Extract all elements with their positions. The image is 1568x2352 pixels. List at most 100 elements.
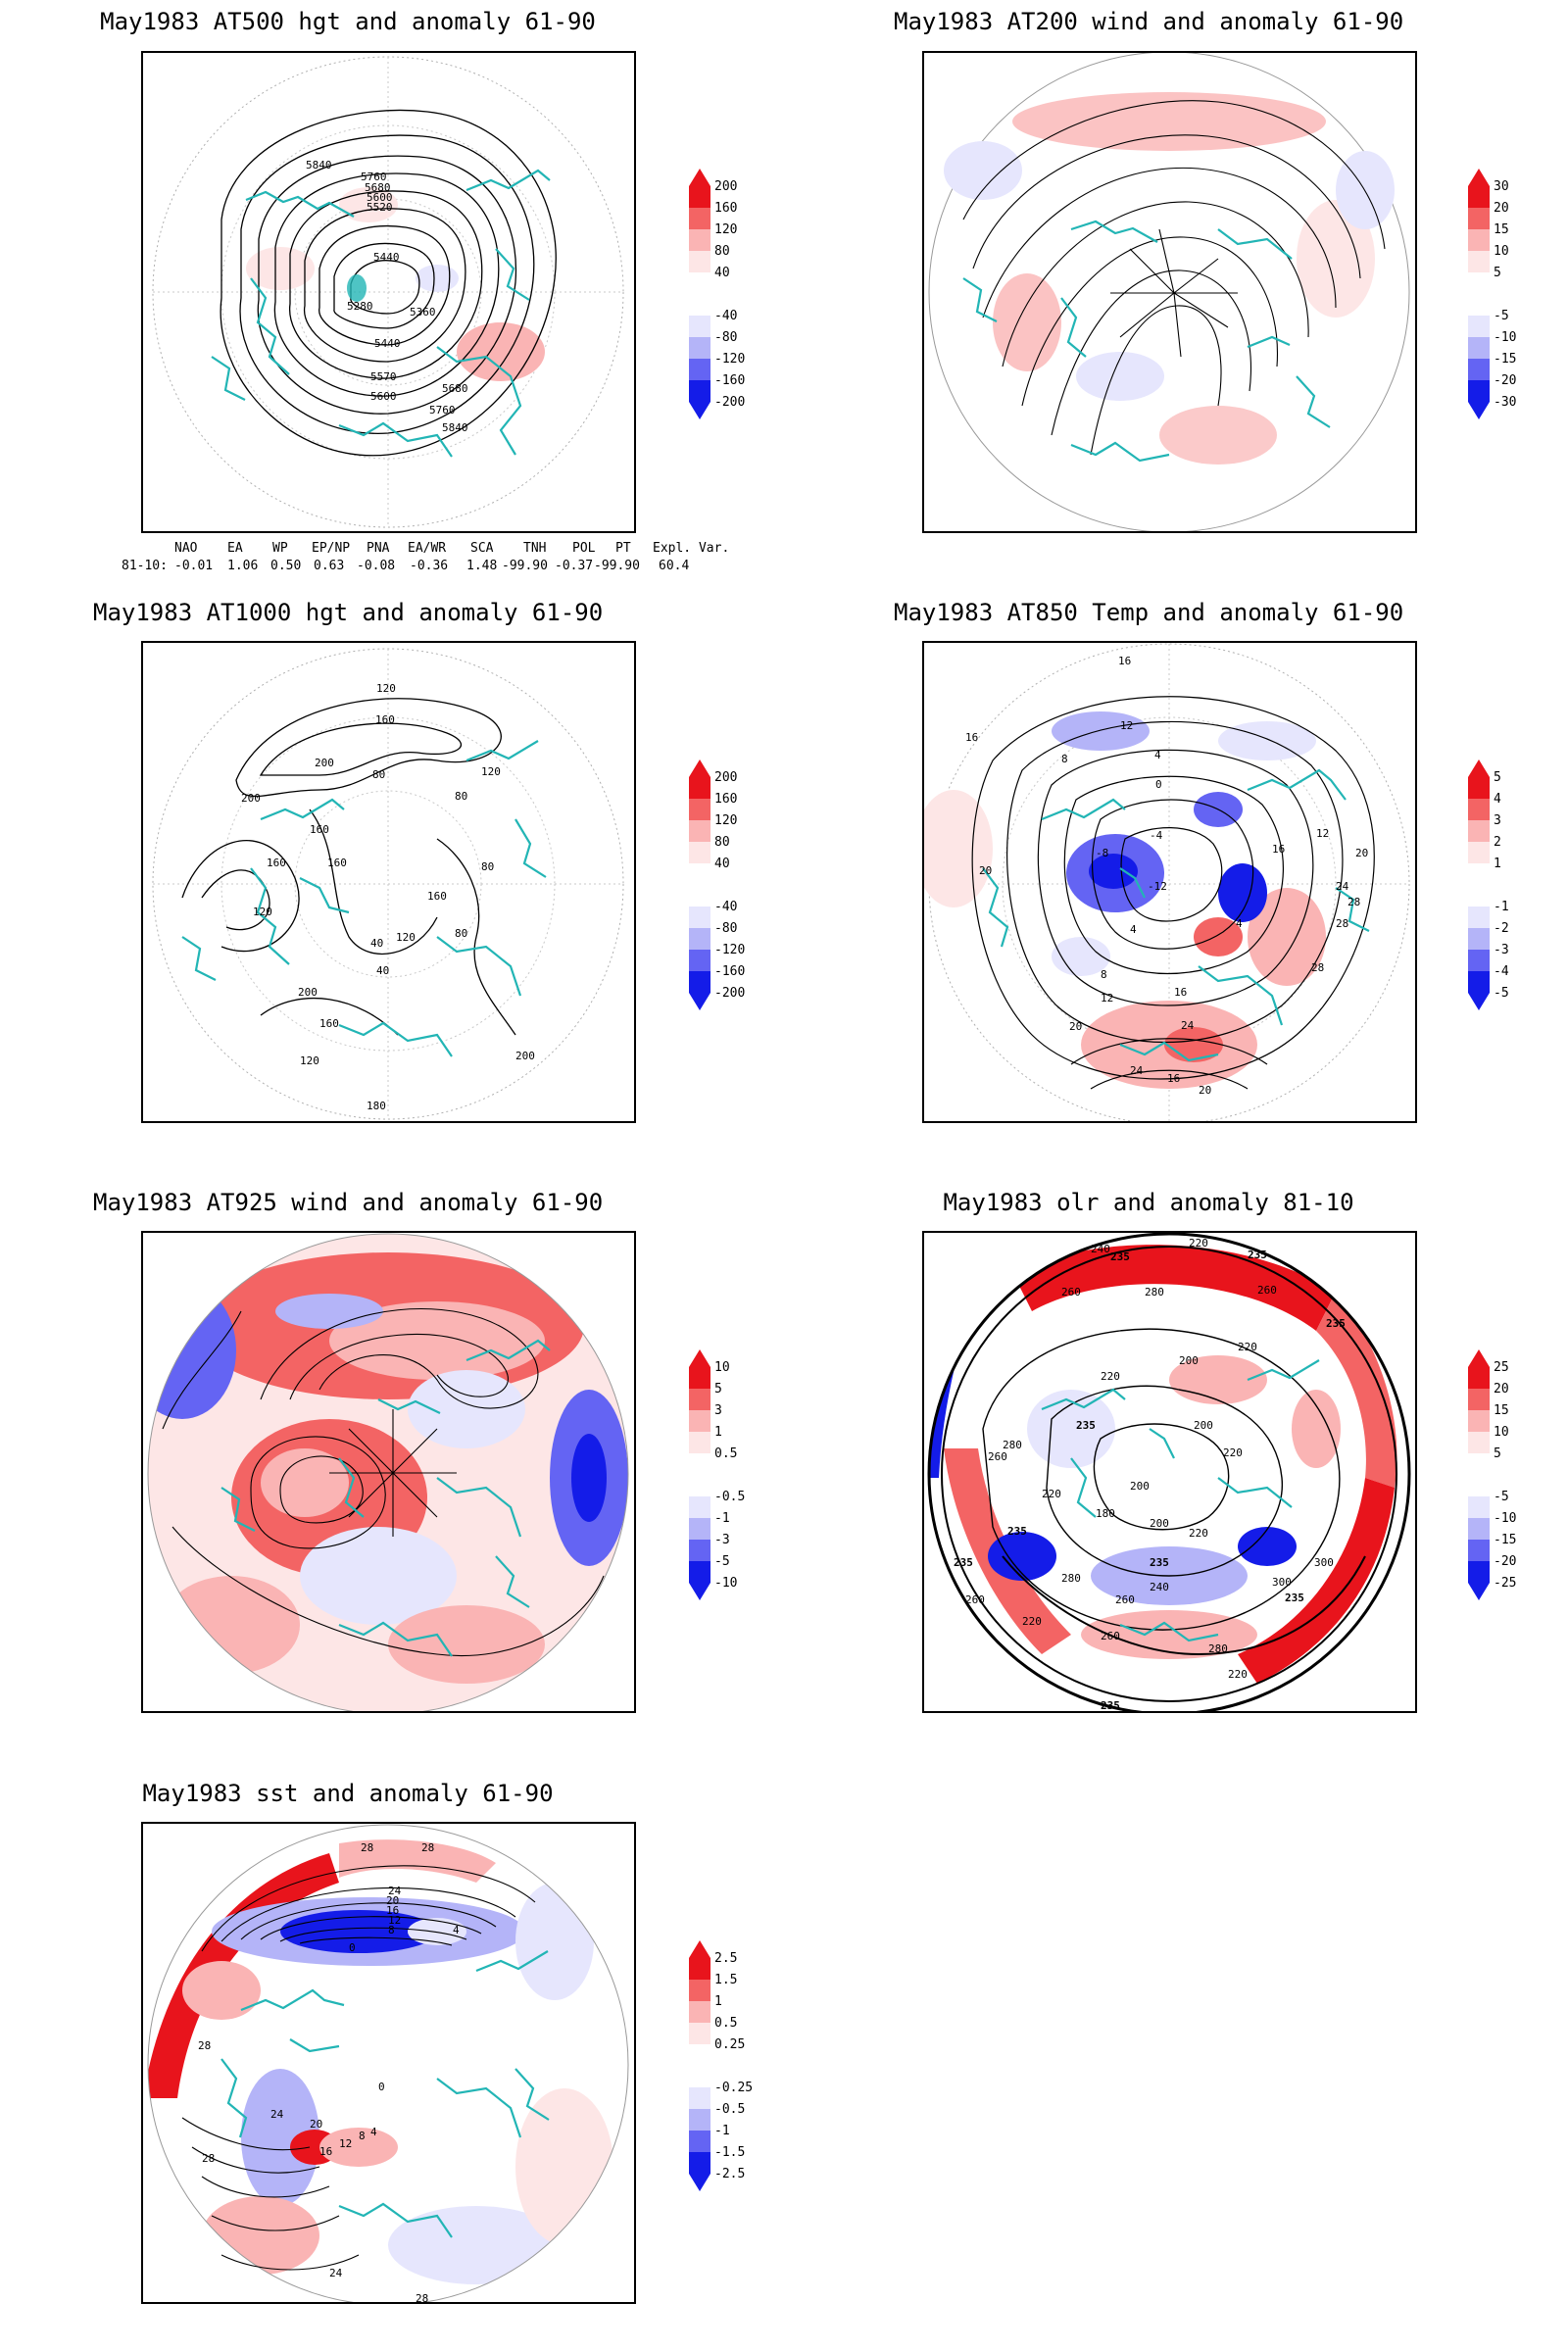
svg-text:20: 20 <box>1494 201 1509 216</box>
svg-text:-10: -10 <box>1494 1511 1516 1526</box>
svg-text:-15: -15 <box>1494 1533 1516 1547</box>
svg-text:220: 220 <box>1189 1527 1208 1540</box>
colorbar-panel-4: 5 4 3 2 1 -1 -2 -3 -4 -5 <box>1468 760 1509 1010</box>
svg-text:5: 5 <box>714 1382 722 1396</box>
svg-text:16: 16 <box>386 1904 399 1917</box>
svg-text:235: 235 <box>1326 1317 1346 1330</box>
svg-text:16: 16 <box>1118 655 1131 667</box>
polar-map-sst: 28 28 24 20 16 12 8 4 0 28 24 20 16 12 8… <box>147 1824 629 2304</box>
svg-text:235: 235 <box>1285 1592 1304 1604</box>
panel-2-title: May1983 AT200 wind and anomaly 61-90 <box>894 8 1404 35</box>
svg-text:220: 220 <box>1228 1668 1248 1681</box>
colorbar-panel-3: 200 160 120 80 40 -40 -80 -120 -160 -200 <box>689 760 745 1010</box>
svg-text:16: 16 <box>1167 1072 1180 1085</box>
map-panel-1: 5840 5760 5680 5600 5520 5440 5360 5280 … <box>141 51 636 533</box>
svg-text:-30: -30 <box>1494 395 1516 410</box>
svg-text:12: 12 <box>339 2137 352 2150</box>
map-panel-5 <box>141 1231 636 1713</box>
svg-text:-4: -4 <box>1150 829 1163 842</box>
svg-text:180: 180 <box>1096 1507 1115 1520</box>
svg-text:28: 28 <box>198 2039 211 2052</box>
map-panel-3: 120 160 200 200 80 160 120 80 160 80 160… <box>141 641 636 1123</box>
svg-text:1: 1 <box>714 1994 722 2009</box>
svg-text:5760: 5760 <box>429 404 456 416</box>
svg-text:28: 28 <box>416 2292 428 2304</box>
svg-text:15: 15 <box>1494 1403 1509 1418</box>
index-value-eawr: -0.36 <box>410 559 449 573</box>
index-header-pol: POL <box>572 541 596 556</box>
index-header-explvar: Expl. Var. <box>653 541 730 556</box>
svg-text:4: 4 <box>1154 749 1161 761</box>
svg-text:20: 20 <box>1199 1084 1211 1097</box>
index-value-epnp: 0.63 <box>314 559 345 573</box>
svg-text:-10: -10 <box>1494 330 1516 345</box>
svg-text:-200: -200 <box>714 986 745 1001</box>
svg-text:2: 2 <box>1494 835 1501 850</box>
svg-text:200: 200 <box>714 179 737 194</box>
svg-text:5280: 5280 <box>347 300 373 313</box>
svg-text:160: 160 <box>327 857 347 869</box>
svg-text:80: 80 <box>455 790 467 803</box>
svg-text:10: 10 <box>1494 1425 1509 1440</box>
svg-text:24: 24 <box>1130 1064 1144 1077</box>
svg-text:300: 300 <box>1314 1556 1334 1569</box>
svg-text:160: 160 <box>267 857 286 869</box>
svg-text:40: 40 <box>376 964 389 977</box>
svg-text:4: 4 <box>1130 923 1137 936</box>
svg-text:80: 80 <box>481 860 494 873</box>
svg-text:5680: 5680 <box>442 382 468 395</box>
svg-text:28: 28 <box>1311 961 1324 974</box>
svg-text:-15: -15 <box>1494 352 1516 367</box>
svg-text:220: 220 <box>1189 1237 1208 1250</box>
svg-text:-25: -25 <box>1494 1576 1516 1591</box>
svg-text:10: 10 <box>1494 244 1509 259</box>
index-header-eawr: EA/WR <box>408 541 447 556</box>
svg-text:-200: -200 <box>714 395 745 410</box>
polar-map-850temp: 16 16 12 8 4 0 -4 -8 -12 12 16 20 24 28 … <box>924 643 1410 1121</box>
svg-text:220: 220 <box>1238 1341 1257 1353</box>
panel-1-title: May1983 AT500 hgt and anomaly 61-90 <box>100 8 596 35</box>
svg-text:-0.25: -0.25 <box>714 2081 753 2095</box>
map-panel-6: 240 235 220 235 260 280 260 235 220 200 … <box>922 1231 1417 1713</box>
svg-text:16: 16 <box>965 731 978 744</box>
panel-5-title: May1983 AT925 wind and anomaly 61-90 <box>93 1189 604 1216</box>
index-header-epnp: EP/NP <box>312 541 351 556</box>
map-panel-4: 16 16 12 8 4 0 -4 -8 -12 12 16 20 24 28 … <box>922 641 1417 1123</box>
svg-text:220: 220 <box>1101 1370 1120 1383</box>
svg-text:260: 260 <box>1061 1286 1081 1298</box>
svg-text:120: 120 <box>714 222 737 237</box>
svg-text:5600: 5600 <box>370 390 397 403</box>
svg-text:28: 28 <box>361 1841 373 1854</box>
index-value-sca: 1.48 <box>466 559 498 573</box>
svg-text:-3: -3 <box>714 1533 730 1547</box>
panel-6-title: May1983 olr and anomaly 81-10 <box>943 1189 1354 1216</box>
svg-text:80: 80 <box>372 768 385 781</box>
svg-text:5840: 5840 <box>306 159 332 172</box>
svg-text:-0.5: -0.5 <box>714 2102 745 2117</box>
index-header-ea: EA <box>227 541 243 556</box>
svg-text:120: 120 <box>253 906 272 918</box>
index-value-tnh: -99.90 <box>502 559 548 573</box>
svg-text:24: 24 <box>329 2267 343 2279</box>
svg-text:260: 260 <box>1115 1593 1135 1606</box>
svg-text:160: 160 <box>427 890 447 903</box>
svg-text:16: 16 <box>1272 843 1285 856</box>
panel-3-title: May1983 AT1000 hgt and anomaly 61-90 <box>93 599 604 626</box>
svg-text:160: 160 <box>310 823 329 836</box>
svg-text:120: 120 <box>376 682 396 695</box>
svg-text:20: 20 <box>1494 1382 1509 1396</box>
svg-text:8: 8 <box>359 2130 366 2142</box>
svg-text:12: 12 <box>388 1914 401 1927</box>
svg-text:260: 260 <box>1101 1630 1120 1642</box>
svg-text:5440: 5440 <box>374 337 401 350</box>
svg-text:5840: 5840 <box>442 421 468 434</box>
svg-text:5: 5 <box>1494 1446 1501 1461</box>
svg-text:24: 24 <box>1336 880 1349 893</box>
svg-text:235: 235 <box>1007 1525 1027 1538</box>
index-value-pol: -0.37 <box>555 559 594 573</box>
polar-map-olr: 240 235 220 235 260 280 260 235 220 200 … <box>927 1233 1411 1711</box>
svg-text:-5: -5 <box>714 1554 730 1569</box>
svg-text:260: 260 <box>988 1450 1007 1463</box>
svg-text:-120: -120 <box>714 943 745 957</box>
svg-text:12: 12 <box>1316 827 1329 840</box>
